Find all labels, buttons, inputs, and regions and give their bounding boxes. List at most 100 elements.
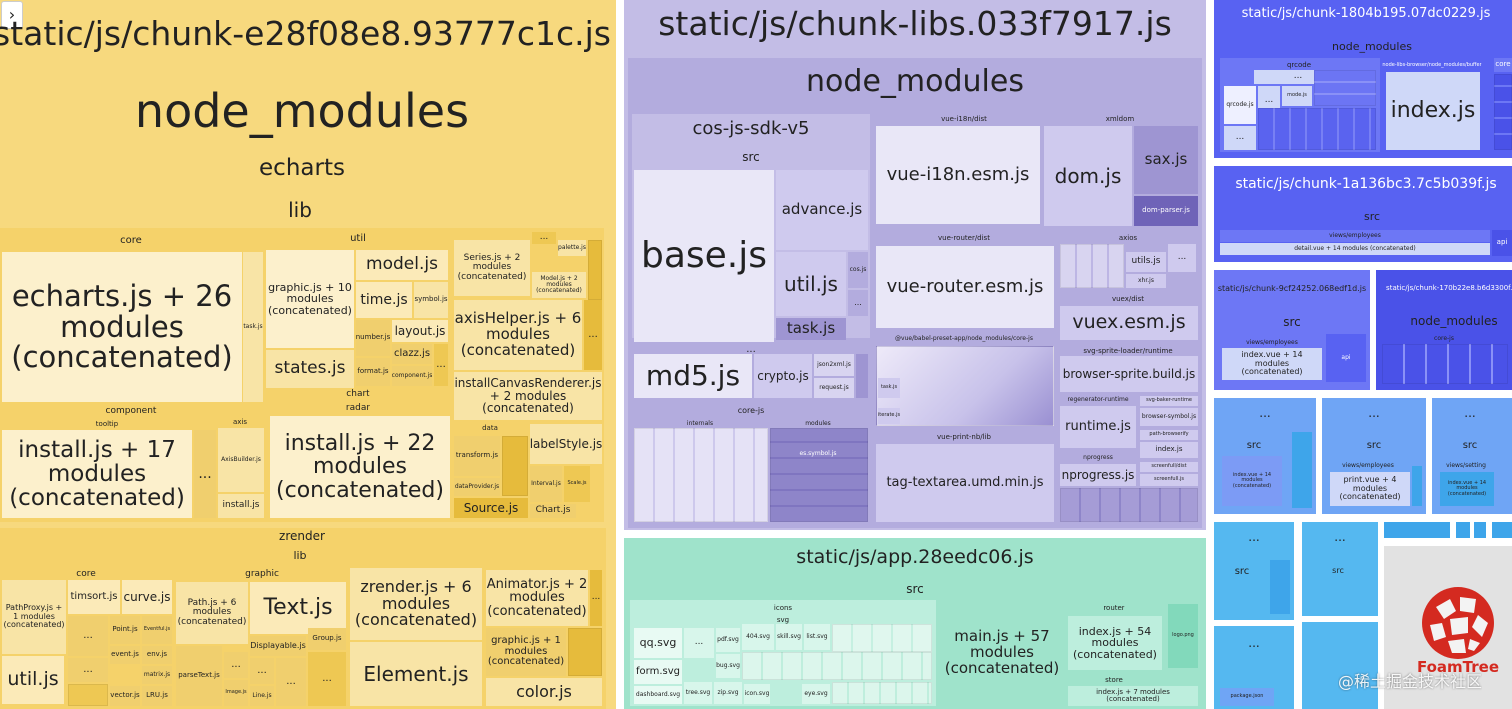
axios-ellipsis[interactable]: ... <box>1168 244 1196 272</box>
crypto-js-module[interactable]: crypto.js <box>754 354 812 398</box>
format-js-module[interactable]: format.js <box>356 358 390 386</box>
chunk-1a13-api[interactable]: api <box>1492 230 1512 256</box>
list-svg-icon-file[interactable]: list.svg <box>804 624 830 650</box>
small-chunk-8[interactable] <box>1474 522 1486 538</box>
graphic-js-module[interactable]: graphic.js + 10 modules (concatenated) <box>266 250 354 348</box>
eye-svg-icon-file[interactable]: eye.svg <box>802 684 830 704</box>
path-index-js-module[interactable]: index.js <box>1140 442 1198 458</box>
clazz-js-module[interactable]: clazz.js <box>392 344 432 364</box>
request-js-module[interactable]: request.js <box>814 378 854 398</box>
install17-ellipsis[interactable]: ... <box>194 430 216 518</box>
dom-js-module[interactable]: dom.js <box>1044 126 1132 226</box>
util-ellipsis-cell[interactable]: ... <box>434 344 448 386</box>
qrcode-grid[interactable] <box>1258 108 1376 150</box>
qq-svg-icon-file[interactable]: qq.svg <box>634 628 682 658</box>
nprogress-js-module[interactable]: nprogress.js <box>1060 464 1136 486</box>
vue-router-js-module[interactable]: vue-router.esm.js <box>876 246 1054 328</box>
libs-bottom-cells[interactable] <box>1060 488 1198 522</box>
pdf-svg-icon-file[interactable]: pdf.svg <box>716 628 740 652</box>
advance-js-module[interactable]: advance.js <box>776 170 868 250</box>
chart-js-module[interactable]: Chart.js <box>530 504 576 518</box>
chunk-9cf2-api[interactable]: api <box>1326 334 1366 382</box>
icon-svg-icon-file[interactable]: icon.svg <box>744 684 770 704</box>
source-js-module[interactable]: Source.js <box>454 498 528 518</box>
animator-ellipsis[interactable]: ... <box>590 570 602 626</box>
babel-task-js[interactable]: task.js <box>878 378 900 398</box>
small-chunk-2-bar[interactable] <box>1412 466 1422 506</box>
cos-ellipsis[interactable]: ... <box>848 290 868 316</box>
tag-textarea-js-module[interactable]: tag-textarea.umd.min.js <box>876 444 1054 522</box>
animator-js-module[interactable]: Animator.js + 2 modules (concatenated) <box>486 570 588 626</box>
svg-baker-runtime-label[interactable]: svg-baker-runtime <box>1140 396 1198 406</box>
labelstyle-js-module[interactable]: labelStyle.js <box>530 424 602 464</box>
small-chunk-6[interactable] <box>1384 522 1450 538</box>
icons-grid-right[interactable] <box>832 624 932 652</box>
form-svg-icon-file[interactable]: form.svg <box>634 660 682 684</box>
e28-ellipsis-top[interactable]: ... <box>532 232 556 244</box>
dataprovider-js-module[interactable]: dataProvider.js <box>454 478 500 496</box>
zr-right-cells[interactable] <box>568 628 602 676</box>
curve-js-module[interactable]: curve.js <box>122 580 172 614</box>
runtime-js-module[interactable]: runtime.js <box>1060 406 1136 448</box>
displayable-js-module[interactable]: Displayable.js <box>250 636 306 656</box>
text-js-module[interactable]: Text.js <box>250 582 346 634</box>
model2-js-module[interactable]: Model.js + 2 modules (concatenated) <box>532 272 586 298</box>
chunk-1804-right-cells[interactable] <box>1494 74 1512 150</box>
small-chunk-4-bar[interactable] <box>1270 560 1290 614</box>
mode-js-module[interactable]: mode.js <box>1282 86 1312 106</box>
json2xml-js-module[interactable]: json2xml.js <box>814 354 854 376</box>
small-chunk-3-module[interactable]: index.vue + 14 modules (concatenated) <box>1440 472 1494 506</box>
bug-svg-icon-file[interactable]: bug.svg <box>716 654 740 678</box>
icons-ellipsis[interactable]: ... <box>684 628 714 658</box>
qrcode-grid-top[interactable] <box>1314 70 1376 106</box>
babel-iterate-js[interactable]: iterate.js <box>878 408 900 424</box>
internals-grid[interactable] <box>634 428 768 522</box>
zr-core-ellipsis-2[interactable]: ... <box>68 658 108 682</box>
eventful-js-module[interactable]: Eventful.js <box>142 616 172 644</box>
interval-js-module[interactable]: Interval.js <box>530 466 562 502</box>
sax-js-module[interactable]: sax.js <box>1134 126 1198 194</box>
chunk-170b-grid[interactable] <box>1382 344 1508 384</box>
md5-js-module[interactable]: md5.js <box>634 354 752 398</box>
states-js-module[interactable]: states.js <box>266 350 354 388</box>
scale-js-module[interactable]: Scale.js <box>564 466 590 502</box>
tree-svg-icon-file[interactable]: tree.svg <box>684 682 712 704</box>
axishelper-ellipsis[interactable]: ... <box>584 300 602 370</box>
chunk-1a13-views-label[interactable]: views/employees <box>1220 230 1490 242</box>
zr-util-js-module[interactable]: util.js <box>2 656 64 704</box>
icons-grid-middle[interactable] <box>742 652 932 680</box>
screenfull-js-module[interactable]: screenfull.js <box>1140 474 1198 486</box>
utils-js-module[interactable]: utils.js <box>1126 252 1166 272</box>
libs-crypto-cells[interactable] <box>856 354 868 398</box>
line-js-module[interactable]: Line.js <box>250 686 274 706</box>
buffer-index-js-module[interactable]: index.js <box>1386 72 1480 150</box>
small-chunk-1-module[interactable]: index.vue + 14 modules (concatenated) <box>1222 456 1282 506</box>
layout-js-module[interactable]: layout.js <box>392 320 448 342</box>
element-js-module[interactable]: Element.js <box>350 642 482 706</box>
vuex-js-module[interactable]: vuex.esm.js <box>1060 306 1198 340</box>
install22-module[interactable]: install.js + 22 modules (concatenated) <box>270 416 450 518</box>
number-js-module[interactable]: number.js <box>356 320 390 356</box>
404-svg-icon-file[interactable]: 404.svg <box>742 624 774 650</box>
sidebar-toggle-button[interactable]: › <box>1 1 23 29</box>
small-chunk-1-bars[interactable] <box>1292 432 1312 508</box>
data-grid-cells[interactable] <box>502 436 528 496</box>
icons-grid-bottom[interactable] <box>832 682 932 704</box>
axishelper-js-module[interactable]: axisHelper.js + 6 modules (concatenated) <box>454 300 582 370</box>
xhr-js-module[interactable]: xhr.js <box>1126 274 1166 288</box>
vector-js-module[interactable]: vector.js <box>110 686 140 706</box>
detail-vue-module[interactable]: detail.vue + 14 modules (concatenated) <box>1220 243 1490 255</box>
zr-core-small-cells[interactable] <box>68 684 108 706</box>
browser-symbol-js-module[interactable]: browser-symbol.js <box>1140 408 1198 426</box>
path-browserify-label[interactable]: path-browserify <box>1140 430 1198 440</box>
point-js-module[interactable]: Point.js <box>110 616 140 644</box>
modules-grid[interactable] <box>770 428 868 522</box>
matrix-js-module[interactable]: matrix.js <box>142 666 172 684</box>
graphic-ellipsis-2[interactable]: ... <box>224 652 248 678</box>
logo-png-file[interactable]: logo.png <box>1168 604 1198 668</box>
cos-util-js-module[interactable]: util.js <box>776 252 846 316</box>
install17-module[interactable]: install.js + 17 modules (concatenated) <box>2 430 192 518</box>
palette-js-module[interactable]: palette.js <box>558 240 586 256</box>
screenfull-dist-label[interactable]: screenfull/dist <box>1140 462 1198 472</box>
main-js-module[interactable]: main.js + 57 modules (concatenated) <box>940 600 1064 706</box>
